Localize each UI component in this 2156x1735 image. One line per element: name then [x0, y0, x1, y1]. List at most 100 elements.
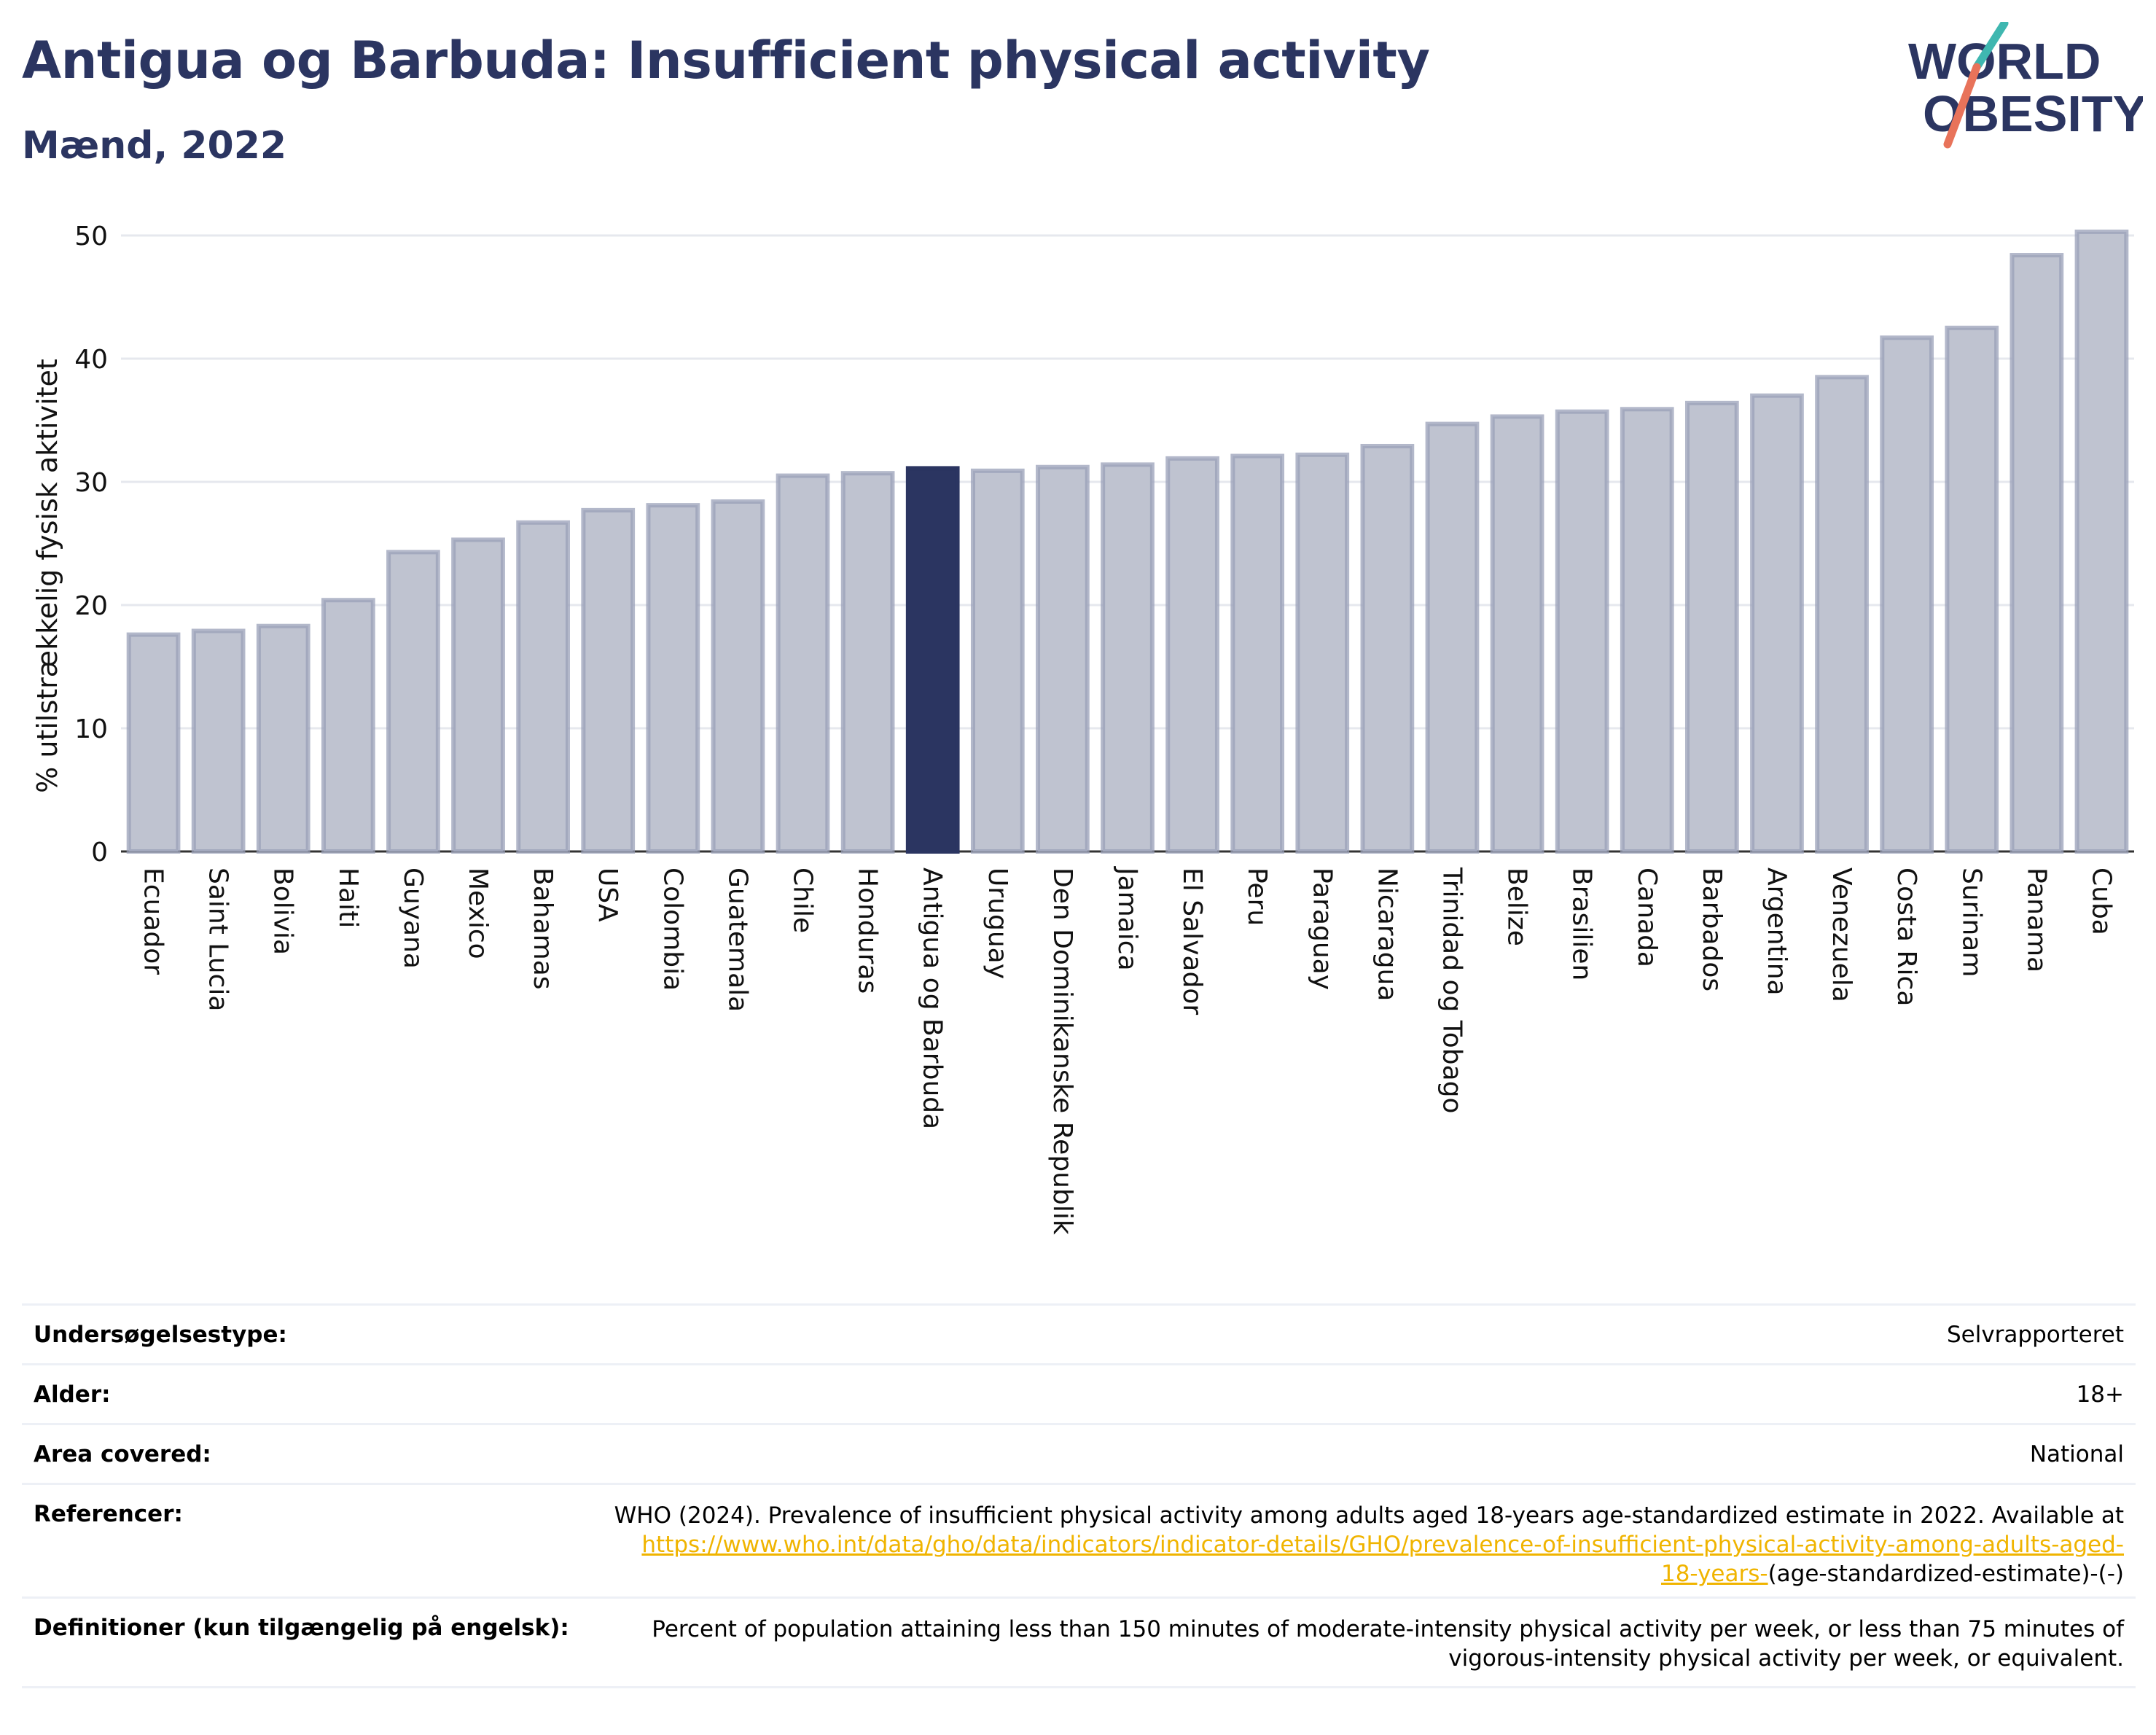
bar [1815, 375, 1869, 854]
info-table: Undersøgelsestype: Selvrapporteret Alder… [22, 1303, 2136, 1688]
bar [776, 473, 830, 854]
bar [256, 623, 310, 854]
x-tick-label: Saint Lucia [203, 868, 233, 1011]
info-row-definitions: Definitioner (kun tilgængelig på engelsk… [22, 1596, 2136, 1688]
bar [1425, 421, 1480, 854]
x-tick-label: Colombia [657, 868, 687, 991]
info-row-references: Referencer: WHO (2024). Prevalence of in… [22, 1483, 2136, 1596]
chart-subtitle: Mænd, 2022 [22, 124, 287, 168]
bar [2074, 229, 2129, 854]
bar [1036, 464, 1090, 854]
x-tick-label: Trinidad og Tobago [1437, 867, 1466, 1114]
y-axis-label: % utilstrækkelig fysisk aktivitet [31, 359, 63, 793]
x-tick-label: Ecuador [138, 868, 168, 975]
bar-chart: 0 10 20 30 40 50 Ecuador Saint Lucia Bolivia Hai… [31, 222, 2134, 1235]
x-tick-label: Peru [1242, 868, 1272, 926]
bar [191, 628, 246, 854]
survey-type-value: Selvrapporteret [1946, 1321, 2124, 1348]
x-tick-label: Costa Rica [1891, 868, 1921, 1006]
bar [646, 503, 700, 854]
area-value: National [2029, 1440, 2124, 1467]
bar [2009, 253, 2064, 854]
y-tick-label: 20 [74, 591, 108, 621]
x-tick-label: Nicaragua [1372, 868, 1402, 1001]
references-value: WHO (2024). Prevalence of insufficient p… [614, 1501, 2124, 1588]
bar [1101, 462, 1155, 854]
references-link-continued[interactable]: 18-years- [1660, 1561, 1768, 1587]
bar [1360, 443, 1415, 854]
x-tick-label: Paraguay [1307, 868, 1337, 990]
bars-layer [126, 229, 2129, 854]
x-tick-label: Brasilien [1567, 868, 1597, 980]
bar [1685, 400, 1739, 854]
bar [711, 499, 765, 854]
references-link[interactable]: https://www.who.int/data/gho/data/indica… [641, 1532, 2124, 1558]
bar [321, 598, 375, 854]
bar [451, 537, 505, 854]
bar [1555, 409, 1609, 854]
bar [1620, 407, 1674, 854]
bar [386, 550, 440, 854]
logo-slash-top-icon [1972, 22, 2009, 71]
bar [1295, 452, 1350, 854]
x-tick-label: Surinam [1956, 868, 1986, 977]
world-obesity-logo: WORLD OBESITY [1908, 22, 2143, 149]
x-tick-label: Bolivia [268, 868, 298, 955]
x-labels-layer: Ecuador Saint Lucia Bolivia Haiti Guyana Mexi… [138, 866, 2117, 1235]
y-tick-label: 40 [74, 345, 108, 375]
x-tick-label: Jamaica [1112, 866, 1142, 971]
bar [1750, 393, 1804, 854]
x-tick-label: El Salvador [1177, 868, 1207, 1015]
bar [1880, 335, 1934, 854]
x-tick-label: Canada [1632, 868, 1662, 967]
x-tick-label: Belize [1502, 868, 1532, 946]
bar-highlight [905, 466, 960, 854]
info-row-area: Area covered: National [22, 1423, 2136, 1483]
bar [1230, 453, 1285, 854]
y-tick-label: 0 [91, 838, 108, 868]
x-tick-label: Cuba [2086, 868, 2116, 935]
area-label: Area covered: [34, 1440, 211, 1467]
x-tick-label: Uruguay [983, 868, 1012, 979]
definitions-line2: vigorous-intensity physical activity per… [1448, 1645, 2124, 1672]
bar [1165, 456, 1219, 854]
x-tick-label: Haiti [333, 868, 363, 928]
definitions-value: Percent of population attaining less tha… [652, 1615, 2124, 1673]
y-ticks-layer: 0 10 20 30 40 50 [74, 222, 108, 868]
logo-slash-bottom-icon [1943, 63, 1981, 149]
x-tick-label: Honduras [853, 868, 883, 994]
definitions-label: Definitioner (kun tilgængelig på engelsk… [34, 1615, 569, 1641]
bar [970, 468, 1025, 854]
x-tick-label: Mexico [463, 868, 493, 959]
definitions-line1: Percent of population attaining less tha… [652, 1616, 2124, 1642]
references-suffix: (age-standardized-estimate)-(-) [1768, 1561, 2124, 1587]
y-tick-label: 50 [74, 222, 108, 252]
survey-type-label: Undersøgelsestype: [34, 1321, 287, 1348]
logo-line1: WORLD [1908, 33, 2101, 90]
x-tick-label: Guatemala [722, 868, 752, 1012]
bar [126, 632, 181, 854]
y-tick-label: 10 [74, 714, 108, 744]
x-tick-label: Chile [788, 868, 818, 933]
x-tick-label: Barbados [1697, 868, 1727, 991]
x-tick-label: Argentina [1762, 868, 1792, 996]
info-row-age: Alder: 18+ [22, 1363, 2136, 1423]
bar [1945, 325, 1999, 854]
info-row-survey-type: Undersøgelsestype: Selvrapporteret [22, 1303, 2136, 1363]
y-tick-label: 30 [74, 468, 108, 498]
age-value: 18+ [2076, 1381, 2124, 1408]
bar [840, 471, 895, 854]
x-tick-label: Antigua og Barbuda [918, 868, 948, 1129]
x-tick-label: Venezuela [1827, 868, 1856, 1002]
age-label: Alder: [34, 1381, 111, 1408]
bar [516, 520, 570, 854]
x-tick-label: Guyana [398, 868, 428, 969]
chart-title: Antigua og Barbuda: Insufficient physica… [22, 31, 1430, 90]
x-tick-label: Bahamas [528, 868, 558, 990]
bar [1490, 414, 1544, 854]
references-label: Referencer: [34, 1501, 183, 1527]
bar [581, 507, 636, 854]
references-text: WHO (2024). Prevalence of insufficient p… [614, 1502, 2124, 1529]
x-tick-label: USA [593, 868, 622, 922]
x-tick-label: Panama [2021, 868, 2051, 972]
